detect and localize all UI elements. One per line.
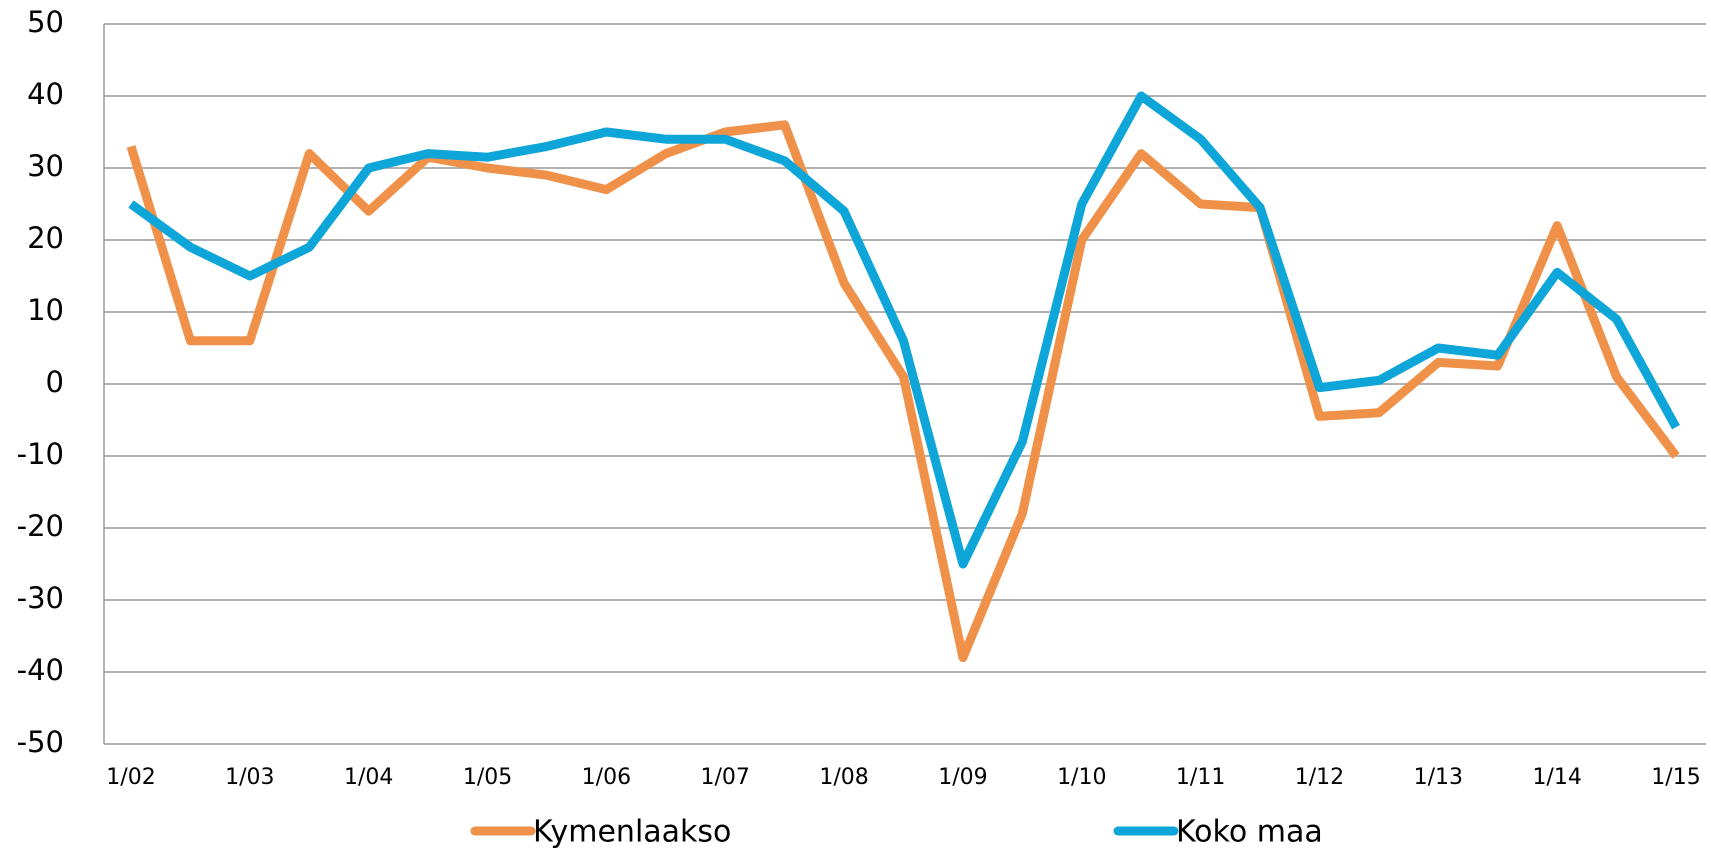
series-line xyxy=(128,91,1680,569)
y-tick-label: -20 xyxy=(17,509,64,543)
y-tick-label: -40 xyxy=(17,653,64,687)
y-tick-label: 10 xyxy=(27,293,64,327)
y-tick-label: 30 xyxy=(27,149,64,183)
y-tick-label: -30 xyxy=(17,581,64,615)
y-tick-label: 20 xyxy=(27,221,64,255)
y-tick-label: 0 xyxy=(46,365,64,399)
x-tick-label: 1/10 xyxy=(1057,765,1106,790)
legend-label: Koko maa xyxy=(1176,815,1323,850)
y-tick-label: -50 xyxy=(17,725,64,759)
x-tick-label: 1/09 xyxy=(938,765,987,790)
y-tick-label: -10 xyxy=(17,437,64,471)
x-tick-label: 1/12 xyxy=(1295,765,1344,790)
x-tick-label: 1/15 xyxy=(1651,765,1700,790)
x-tick-label: 1/02 xyxy=(106,765,155,790)
x-tick-label: 1/08 xyxy=(819,765,868,790)
y-tick-label: 40 xyxy=(27,77,64,111)
x-tick-label: 1/13 xyxy=(1414,765,1463,790)
legend-label: Kymenlaakso xyxy=(533,815,731,850)
x-tick-label: 1/05 xyxy=(463,765,512,790)
x-tick-label: 1/11 xyxy=(1176,765,1225,790)
x-tick-label: 1/07 xyxy=(701,765,750,790)
x-tick-label: 1/04 xyxy=(344,765,393,790)
y-tick-label: 50 xyxy=(27,5,64,39)
x-tick-label: 1/06 xyxy=(582,765,631,790)
series-line xyxy=(126,120,1680,663)
x-tick-label: 1/14 xyxy=(1532,765,1581,790)
x-tick-label: 1/03 xyxy=(225,765,274,790)
